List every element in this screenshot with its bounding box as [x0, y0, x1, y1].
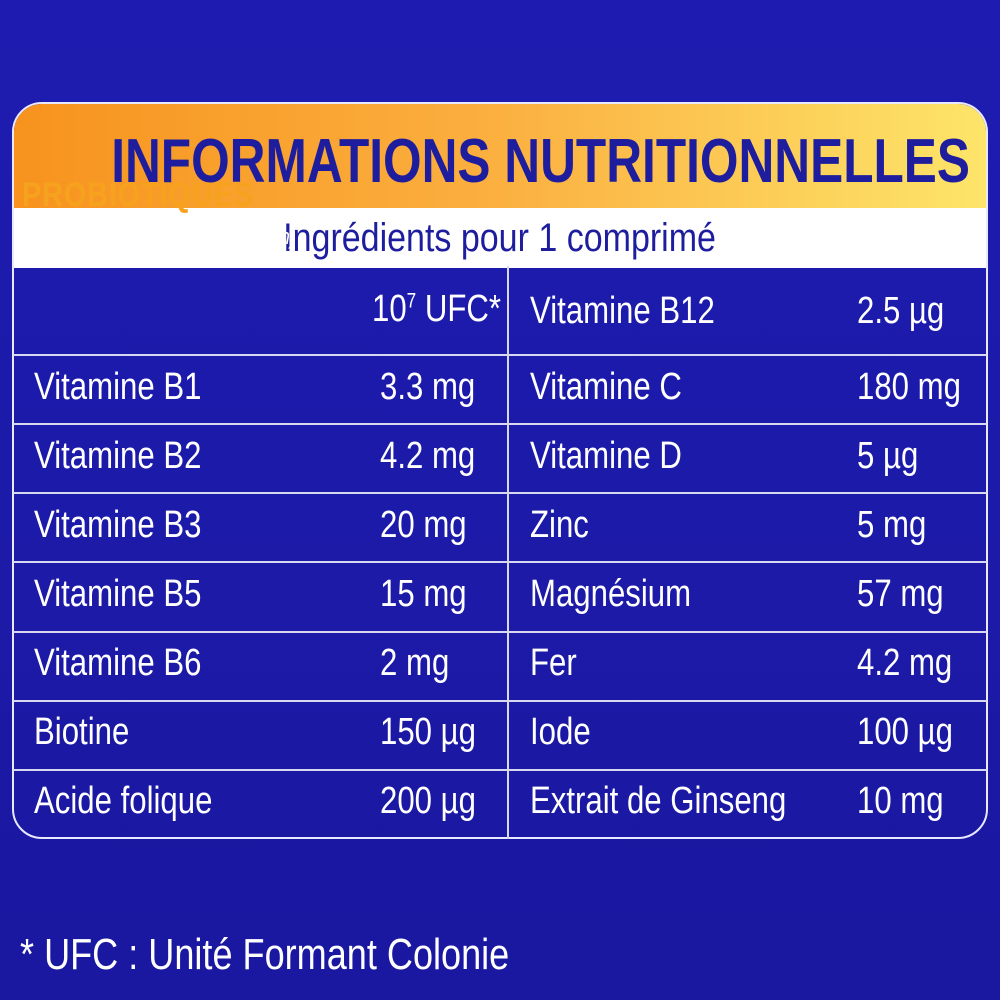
- nutrient-name: Vitamine B3: [34, 503, 202, 546]
- nutrient-amount: 2 mg: [380, 642, 450, 685]
- amount-unit: UFC*: [416, 288, 502, 330]
- amount-base: 10: [372, 288, 407, 330]
- nutrient-name: Vitamine D: [530, 434, 682, 477]
- probiotic-name: PROBIOTIQUES: [22, 176, 254, 214]
- nutrient-amount: 4.2 mg: [380, 434, 476, 477]
- amount-exponent: 7: [406, 289, 417, 313]
- subtitle: Ingrédients pour 1 comprimé: [283, 216, 717, 260]
- nutrient-amount: 200 µg: [380, 780, 476, 823]
- nutrient-amount: 10 mg: [857, 780, 944, 823]
- row-divider: [13, 630, 987, 633]
- nutrient-name: Vitamine C: [530, 365, 682, 408]
- nutrient-name: Magnésium: [530, 573, 692, 615]
- nutrient-name: Acide folique: [34, 780, 213, 823]
- row-divider: [13, 492, 987, 495]
- nutrient-name: Vitamine B12: [530, 290, 715, 332]
- row-divider: [13, 699, 987, 702]
- row-divider: [13, 423, 987, 426]
- nutrient-name: Fer: [530, 642, 577, 685]
- footnote: * UFC : Unité Formant Colonie: [20, 930, 510, 979]
- row-divider: [13, 354, 987, 356]
- nutrient-name: Biotine: [34, 711, 130, 754]
- nutrient-name: Vitamine B5: [34, 573, 202, 615]
- row-divider: [13, 768, 987, 771]
- column-divider: [507, 266, 509, 839]
- nutrient-name: Extrait de Ginseng: [530, 780, 787, 823]
- nutrient-amount: 15 mg: [380, 573, 467, 615]
- nutrient-name: Vitamine B2: [34, 434, 202, 477]
- nutrient-amount: 150 µg: [380, 711, 476, 754]
- header-band: INFORMATIONS NUTRITIONNELLES: [14, 104, 986, 208]
- nutrient-amount: 180 mg: [857, 365, 961, 408]
- subtitle-band: Ingrédients pour 1 comprimé: [14, 208, 986, 268]
- nutrient-amount: 5 mg: [857, 503, 927, 546]
- row-divider: [13, 561, 987, 564]
- nutrient-name: Iode: [530, 711, 591, 754]
- nutrient-amount: 3.3 mg: [380, 365, 476, 408]
- nutrient-name: Vitamine B6: [34, 642, 202, 685]
- nutrient-amount: 2.5 µg: [857, 290, 945, 332]
- nutrient-amount: 4.2 mg: [857, 642, 953, 685]
- probiotic-strains: (L Gasseri, B bifidum, B Longum): [20, 224, 297, 249]
- nutrition-panel: INFORMATIONS NUTRITIONNELLES Ingrédients…: [12, 102, 988, 839]
- nutrient-amount: 57 mg: [857, 573, 944, 615]
- nutrient-name: Vitamine B1: [34, 365, 202, 408]
- nutrient-amount: 20 mg: [380, 503, 467, 546]
- nutrient-amount: 5 µg: [857, 434, 919, 477]
- nutrient-amount: 100 µg: [857, 711, 953, 754]
- probiotic-amount: 107 UFC*: [372, 288, 501, 331]
- title: INFORMATIONS NUTRITIONNELLES: [111, 127, 970, 196]
- nutrient-name: Zinc: [530, 503, 589, 546]
